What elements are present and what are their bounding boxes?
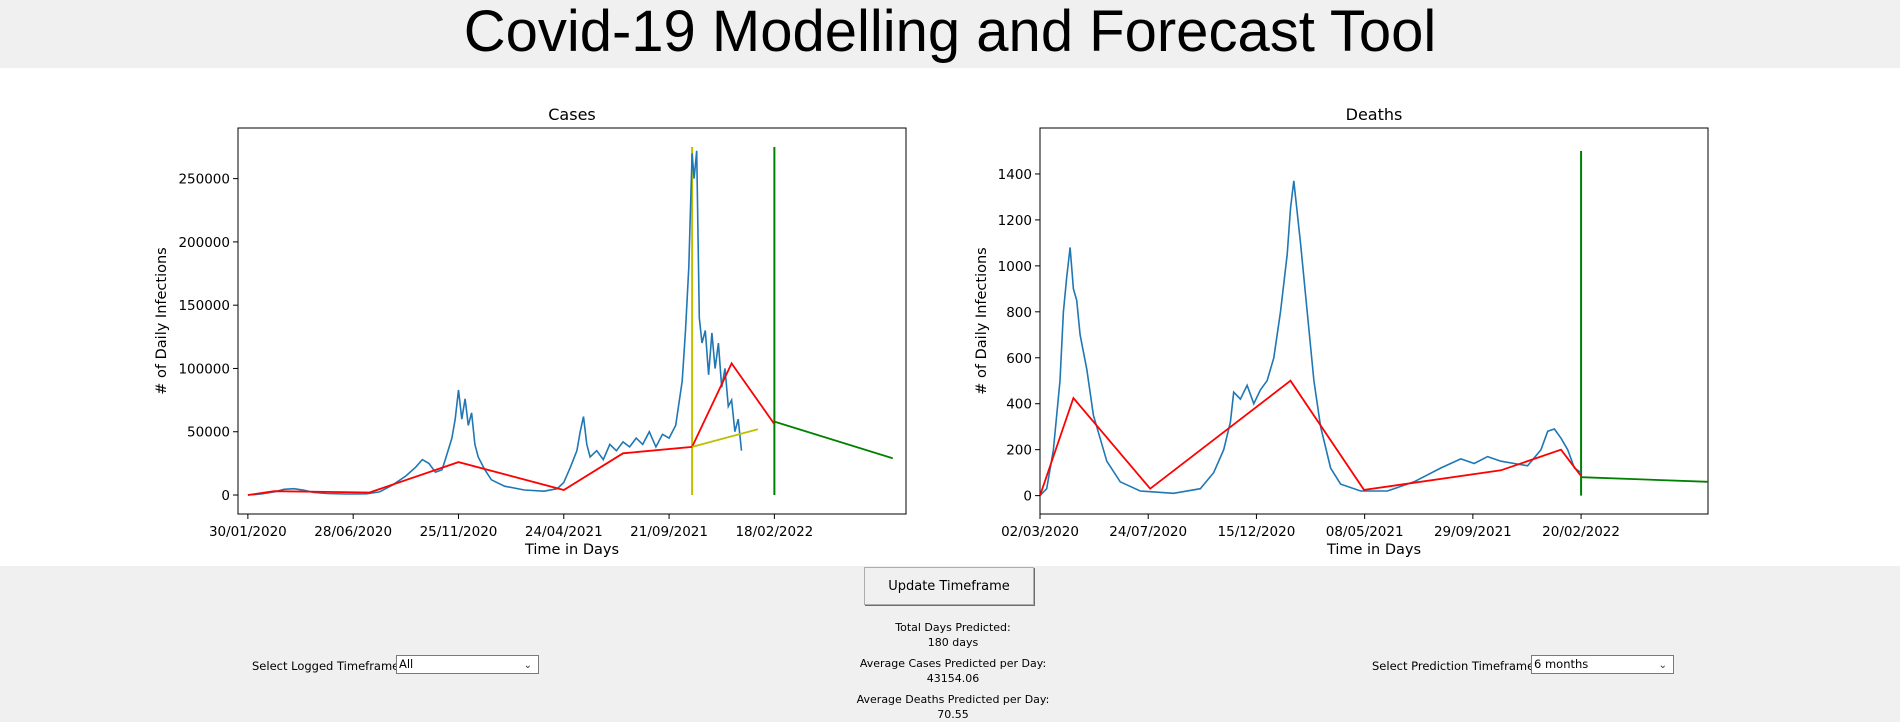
deaths-x-tick-label: 29/09/2021 xyxy=(1434,524,1512,540)
deaths-y-tick-label: 0 xyxy=(1023,489,1032,505)
prediction-timeframe-label: Select Prediction Timeframe: xyxy=(1372,659,1539,673)
deaths-y-tick-label: 1000 xyxy=(998,259,1032,275)
avg-deaths-label: Average Deaths Predicted per Day: xyxy=(856,693,1050,706)
page-title: Covid-19 Modelling and Forecast Tool xyxy=(463,0,1437,64)
logged-timeframe-label: Select Logged Timeframe: xyxy=(252,659,404,673)
cases-model-series xyxy=(247,361,776,496)
cases-forecast-series xyxy=(774,420,894,460)
total-days-value: 180 days xyxy=(927,636,979,649)
deaths-axes-frame xyxy=(1039,127,1709,515)
total-days-label: Total Days Predicted: xyxy=(895,621,1011,634)
avg-cases-value: 43154.06 xyxy=(926,672,980,685)
cases-x-axis-label: Time in Days xyxy=(524,542,619,558)
cases-y-tick-label: 200000 xyxy=(178,235,230,251)
cases-logged-series xyxy=(247,150,743,496)
deaths-y-axis-label: # of Daily Infections xyxy=(974,247,990,394)
cases-x-tick-label: 25/11/2020 xyxy=(420,524,498,540)
deaths-y-tick-label: 1400 xyxy=(998,167,1032,183)
chevron-down-icon: ⌄ xyxy=(523,660,532,671)
cases-alt_model-series xyxy=(691,428,759,448)
deaths-x-axis-label: Time in Days xyxy=(1326,542,1421,558)
cases-y-tick-label: 0 xyxy=(221,488,230,504)
deaths-x-tick-label: 15/12/2020 xyxy=(1218,524,1296,540)
cases-y-tick-label: 100000 xyxy=(178,361,230,377)
cases-y-tick-label: 50000 xyxy=(187,425,230,441)
deaths-y-tick-label: 600 xyxy=(1006,351,1032,367)
deaths-y-tick-label: 200 xyxy=(1006,443,1032,459)
cases-chart-title: Cases xyxy=(548,105,596,124)
plots-canvas: Cases 0 50000 100000 150000 200000 250000 30/01… xyxy=(154,105,1709,558)
deaths-x-tick-label: 20/02/2022 xyxy=(1542,524,1620,540)
deaths-x-tick-label: 24/07/2020 xyxy=(1109,524,1187,540)
update-timeframe-button[interactable]: Update Timeframe xyxy=(864,567,1034,605)
cases-x-tick-label: 30/01/2020 xyxy=(209,524,287,540)
logged-timeframe-select[interactable]: All ⌄ xyxy=(396,655,539,674)
logged-timeframe-value: All xyxy=(399,657,414,671)
plot-panel: Cases 0 50000 100000 150000 200000 250000 30/01… xyxy=(0,68,1900,566)
deaths-logged-series xyxy=(1040,180,1582,497)
cases-y-tick-label: 250000 xyxy=(178,172,230,188)
cases-axes-frame xyxy=(237,127,907,515)
prediction-timeframe-select[interactable]: 6 months ⌄ xyxy=(1531,655,1674,674)
deaths-chart-title: Deaths xyxy=(1346,105,1403,124)
avg-cases-label: Average Cases Predicted per Day: xyxy=(859,657,1047,670)
cases-y-tick-label: 150000 xyxy=(178,298,230,314)
deaths-model-series xyxy=(1040,379,1582,496)
avg-deaths-value: 70.55 xyxy=(937,708,969,721)
deaths-y-tick-label: 800 xyxy=(1006,305,1032,321)
cases-x-tick-label: 21/09/2021 xyxy=(630,524,708,540)
deaths-forecast-series xyxy=(1581,476,1708,483)
cases-x-tick-label: 24/04/2021 xyxy=(525,524,603,540)
chevron-down-icon: ⌄ xyxy=(1658,660,1667,671)
deaths-x-tick-label: 08/05/2021 xyxy=(1326,524,1404,540)
deaths-y-tick-label: 1200 xyxy=(998,213,1032,229)
cases-y-axis-label: # of Daily Infections xyxy=(154,247,170,394)
deaths-x-tick-label: 02/03/2020 xyxy=(1001,524,1079,540)
cases-x-tick-label: 18/02/2022 xyxy=(735,524,813,540)
deaths-y-tick-label: 400 xyxy=(1006,397,1032,413)
prediction-timeframe-value: 6 months xyxy=(1534,657,1589,671)
cases-x-tick-label: 28/06/2020 xyxy=(314,524,392,540)
